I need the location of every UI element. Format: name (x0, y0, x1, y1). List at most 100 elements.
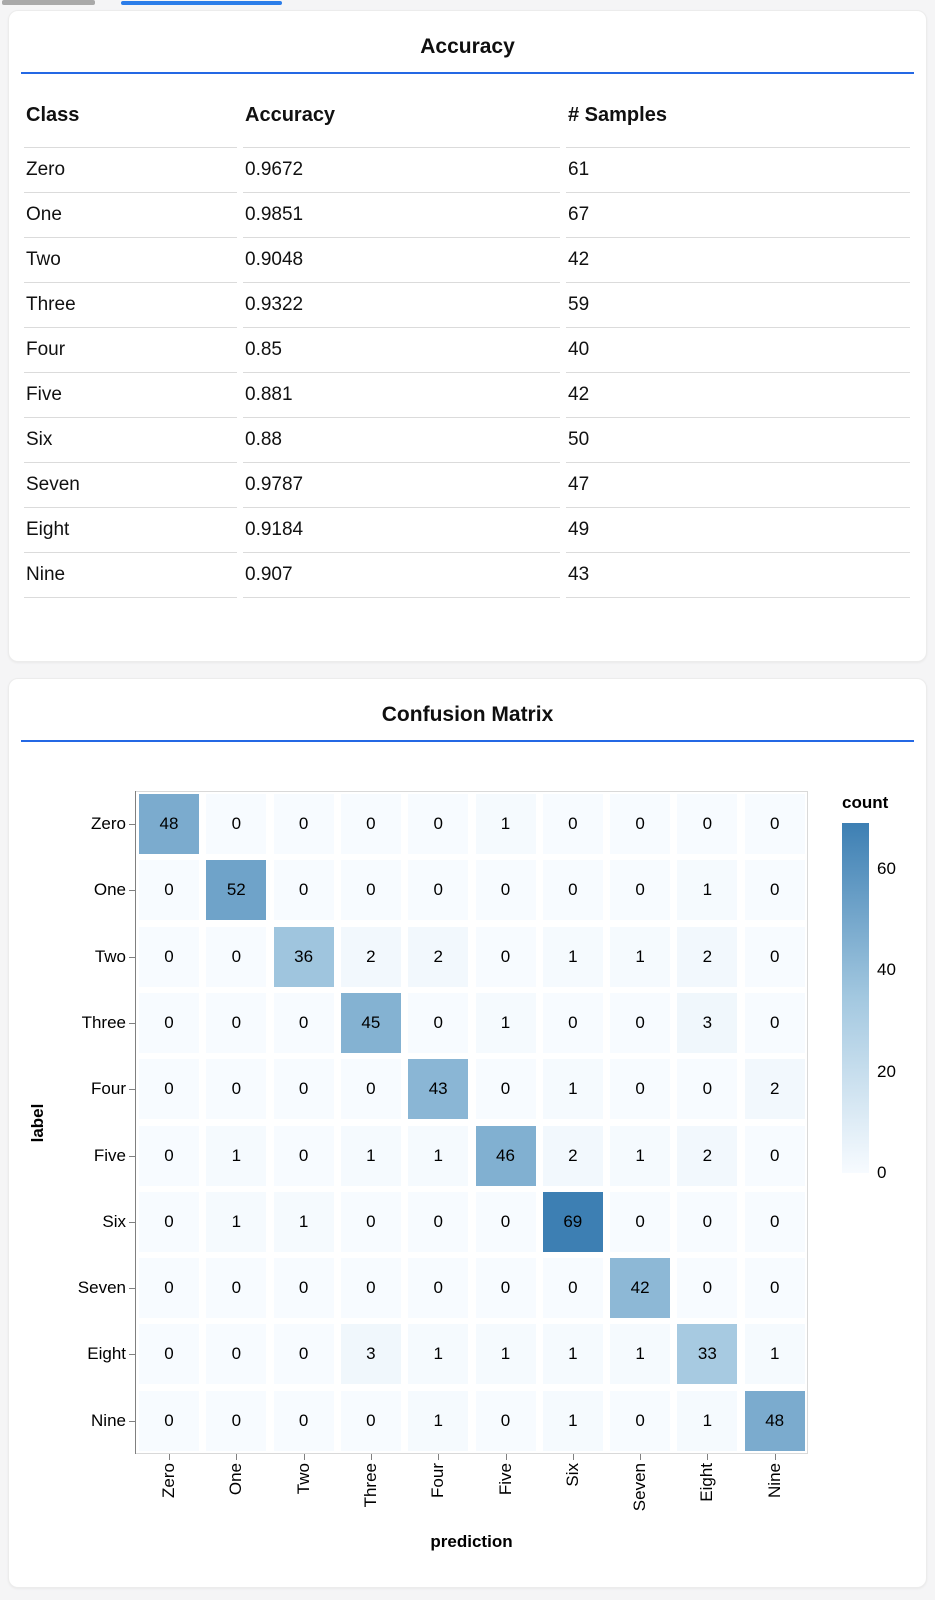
heatmap-cell[interactable]: 0 (273, 1258, 334, 1319)
heatmap-cell[interactable]: 0 (475, 860, 536, 921)
heatmap-cell[interactable]: 0 (610, 1059, 671, 1120)
heatmap-cell[interactable]: 0 (744, 1125, 805, 1186)
heatmap-cell[interactable]: 1 (610, 1125, 671, 1186)
heatmap-cell[interactable]: 0 (273, 1390, 334, 1451)
heatmap-cell[interactable]: 0 (139, 1390, 199, 1451)
heatmap-cell[interactable]: 0 (139, 1258, 199, 1319)
heatmap-cell[interactable]: 0 (610, 1191, 671, 1252)
heatmap-cell[interactable]: 0 (408, 794, 469, 854)
heatmap-cell[interactable]: 0 (139, 992, 199, 1053)
heatmap-cell[interactable]: 2 (744, 1059, 805, 1120)
heatmap-cell[interactable]: 0 (139, 1324, 199, 1385)
heatmap-cell[interactable]: 0 (273, 992, 334, 1053)
heatmap-cell[interactable]: 0 (744, 926, 805, 987)
heatmap-cell[interactable]: 0 (139, 860, 199, 921)
heatmap-cell[interactable]: 1 (408, 1324, 469, 1385)
tab-indicator-inactive[interactable] (2, 0, 95, 5)
heatmap-cell[interactable]: 0 (542, 992, 603, 1053)
heatmap-cell[interactable]: 0 (542, 1258, 603, 1319)
heatmap-cell[interactable]: 0 (542, 860, 603, 921)
heatmap-cell[interactable]: 1 (475, 794, 536, 854)
heatmap-cell[interactable]: 0 (273, 1125, 334, 1186)
heatmap-cell[interactable]: 45 (340, 992, 401, 1053)
heatmap-cell[interactable]: 36 (273, 926, 334, 987)
heatmap-cell[interactable]: 1 (542, 1059, 603, 1120)
heatmap-cell[interactable]: 69 (542, 1191, 603, 1252)
heatmap-cell[interactable]: 0 (273, 1059, 334, 1120)
heatmap-cell[interactable]: 1 (610, 1324, 671, 1385)
heatmap-cell[interactable]: 1 (206, 1125, 267, 1186)
heatmap-cell[interactable]: 0 (340, 860, 401, 921)
heatmap-cell[interactable]: 1 (610, 926, 671, 987)
heatmap-cell[interactable]: 1 (744, 1324, 805, 1385)
heatmap-cell[interactable]: 1 (677, 860, 738, 921)
heatmap-cell[interactable]: 1 (408, 1125, 469, 1186)
heatmap-cell[interactable]: 0 (206, 1258, 267, 1319)
heatmap-cell[interactable]: 0 (340, 1191, 401, 1252)
heatmap-cell[interactable]: 0 (273, 860, 334, 921)
heatmap-cell[interactable]: 0 (475, 1258, 536, 1319)
heatmap-cell[interactable]: 48 (744, 1390, 805, 1451)
heatmap-cell[interactable]: 0 (139, 1191, 199, 1252)
heatmap-cell[interactable]: 1 (408, 1390, 469, 1451)
heatmap-cell[interactable]: 2 (340, 926, 401, 987)
heatmap-cell[interactable]: 0 (273, 1324, 334, 1385)
heatmap-cell[interactable]: 0 (677, 1258, 738, 1319)
heatmap-cell[interactable]: 0 (206, 992, 267, 1053)
heatmap-cell[interactable]: 0 (744, 794, 805, 854)
heatmap-cell[interactable]: 3 (340, 1324, 401, 1385)
heatmap-cell[interactable]: 1 (206, 1191, 267, 1252)
heatmap-cell[interactable]: 2 (677, 1125, 738, 1186)
heatmap-cell[interactable]: 0 (475, 1390, 536, 1451)
heatmap-cell[interactable]: 0 (340, 794, 401, 854)
heatmap-cell[interactable]: 2 (542, 1125, 603, 1186)
heatmap-cell[interactable]: 0 (273, 794, 334, 854)
heatmap-cell[interactable]: 0 (206, 794, 267, 854)
heatmap-cell[interactable]: 1 (542, 926, 603, 987)
heatmap-cell[interactable]: 0 (139, 926, 199, 987)
heatmap-cell[interactable]: 1 (542, 1324, 603, 1385)
heatmap-cell[interactable]: 52 (206, 860, 267, 921)
heatmap-cell[interactable]: 0 (744, 992, 805, 1053)
heatmap-cell[interactable]: 43 (408, 1059, 469, 1120)
heatmap-cell[interactable]: 1 (475, 1324, 536, 1385)
tab-indicator-active[interactable] (121, 1, 282, 5)
heatmap-cell[interactable]: 0 (206, 1324, 267, 1385)
heatmap-cell[interactable]: 1 (475, 992, 536, 1053)
heatmap-cell[interactable]: 3 (677, 992, 738, 1053)
heatmap-cell[interactable]: 0 (475, 926, 536, 987)
heatmap-cell[interactable]: 0 (677, 794, 738, 854)
heatmap-cell[interactable]: 0 (408, 1258, 469, 1319)
heatmap-cell[interactable]: 0 (139, 1125, 199, 1186)
heatmap-cell[interactable]: 1 (677, 1390, 738, 1451)
heatmap-cell[interactable]: 0 (610, 794, 671, 854)
heatmap-cell[interactable]: 0 (744, 1191, 805, 1252)
heatmap-cell[interactable]: 0 (206, 1390, 267, 1451)
heatmap-cell[interactable]: 33 (677, 1324, 738, 1385)
heatmap-cell[interactable]: 0 (475, 1059, 536, 1120)
heatmap-cell[interactable]: 0 (206, 926, 267, 987)
heatmap-cell[interactable]: 0 (542, 794, 603, 854)
heatmap-cell[interactable]: 0 (744, 860, 805, 921)
heatmap-cell[interactable]: 0 (677, 1059, 738, 1120)
heatmap-cell[interactable]: 42 (610, 1258, 671, 1319)
heatmap-cell[interactable]: 0 (610, 860, 671, 921)
heatmap-cell[interactable]: 1 (542, 1390, 603, 1451)
heatmap-cell[interactable]: 0 (340, 1390, 401, 1451)
heatmap-cell[interactable]: 0 (340, 1059, 401, 1120)
heatmap-cell[interactable]: 0 (610, 992, 671, 1053)
heatmap-cell[interactable]: 0 (206, 1059, 267, 1120)
heatmap-cell[interactable]: 0 (744, 1258, 805, 1319)
heatmap-cell[interactable]: 0 (475, 1191, 536, 1252)
heatmap-cell[interactable]: 0 (408, 1191, 469, 1252)
heatmap-cell[interactable]: 0 (340, 1258, 401, 1319)
heatmap-cell[interactable]: 0 (677, 1191, 738, 1252)
heatmap-cell[interactable]: 1 (340, 1125, 401, 1186)
heatmap-cell[interactable]: 1 (273, 1191, 334, 1252)
heatmap-cell[interactable]: 0 (139, 1059, 199, 1120)
heatmap-cell[interactable]: 0 (408, 992, 469, 1053)
heatmap-cell[interactable]: 48 (139, 794, 199, 854)
heatmap-cell[interactable]: 0 (408, 860, 469, 921)
heatmap-cell[interactable]: 2 (677, 926, 738, 987)
heatmap-cell[interactable]: 2 (408, 926, 469, 987)
